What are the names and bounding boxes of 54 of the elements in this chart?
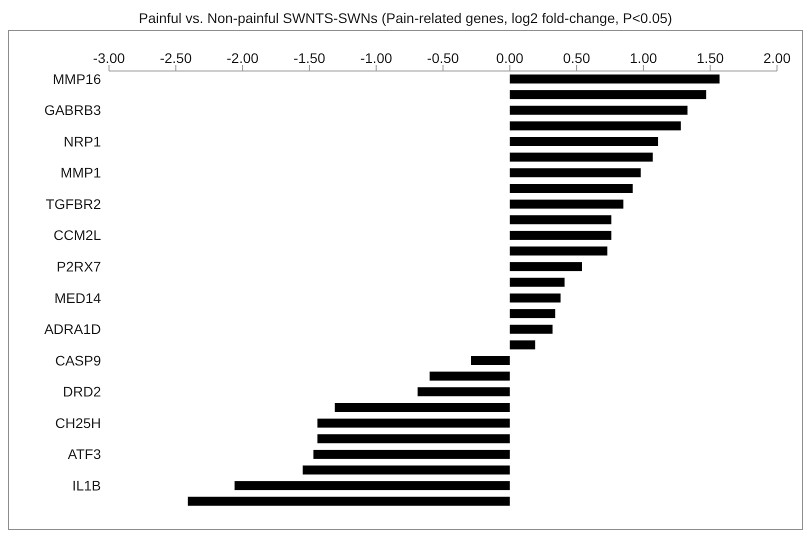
bar (510, 293, 561, 302)
x-tick-label: 0.50 (562, 50, 590, 66)
y-tick-label: ADRA1D (44, 321, 101, 338)
bar (510, 137, 658, 146)
bar (510, 106, 688, 115)
bar (510, 90, 706, 100)
bar (510, 184, 633, 193)
y-tick-label: GABRB3 (44, 102, 102, 118)
x-tick-label: 2.00 (763, 50, 791, 66)
bar (471, 356, 510, 366)
y-tick-label: CCM2L (54, 227, 102, 244)
x-tick-label: -2.50 (160, 50, 192, 66)
bar (510, 168, 641, 178)
bar (313, 450, 510, 459)
x-tick-label: -1.50 (293, 50, 326, 66)
y-tick-label: TGFBR2 (46, 196, 102, 212)
bar (302, 466, 510, 475)
bar (510, 152, 653, 162)
bar (334, 402, 510, 412)
y-tick-label: DRD2 (62, 384, 102, 400)
y-tick-label: MMP1 (60, 164, 102, 181)
bar (510, 215, 612, 224)
bar (510, 230, 612, 240)
bar (317, 434, 510, 444)
x-tick-label: -1.00 (360, 50, 392, 66)
y-tick-label: CH25H (55, 414, 101, 431)
bar (510, 324, 553, 334)
x-tick-label: 1.00 (630, 50, 658, 66)
x-tick-label: -2.00 (226, 50, 259, 66)
bar (188, 496, 510, 506)
y-tick-label: MED14 (54, 290, 102, 306)
bar (510, 278, 565, 287)
bar (510, 74, 720, 84)
x-tick-label: 0.00 (496, 50, 524, 66)
bar (510, 309, 556, 318)
y-tick-label: IL1B (72, 478, 101, 494)
y-tick-label: CASP9 (55, 352, 102, 368)
bar (510, 121, 681, 130)
bar (418, 387, 510, 396)
x-tick-label: -0.50 (427, 50, 460, 66)
y-tick-label: NRP1 (64, 133, 102, 150)
bar (510, 262, 582, 272)
x-tick-label: -3.00 (93, 50, 126, 66)
y-tick-label: P2RX7 (56, 258, 102, 275)
bar (234, 481, 510, 490)
y-tick-label: MMP16 (52, 70, 102, 87)
chart-title: Painful vs. Non-painful SWNTS-SWNs (Pain-related genes, log2 fold-change, P<0.05) (138, 9, 674, 28)
bar (430, 372, 510, 381)
y-tick-label: ATF3 (68, 446, 102, 462)
bar (510, 200, 624, 209)
bar (510, 340, 536, 350)
bar (510, 246, 608, 256)
x-tick-label: 1.50 (696, 50, 724, 66)
bar (317, 418, 510, 428)
